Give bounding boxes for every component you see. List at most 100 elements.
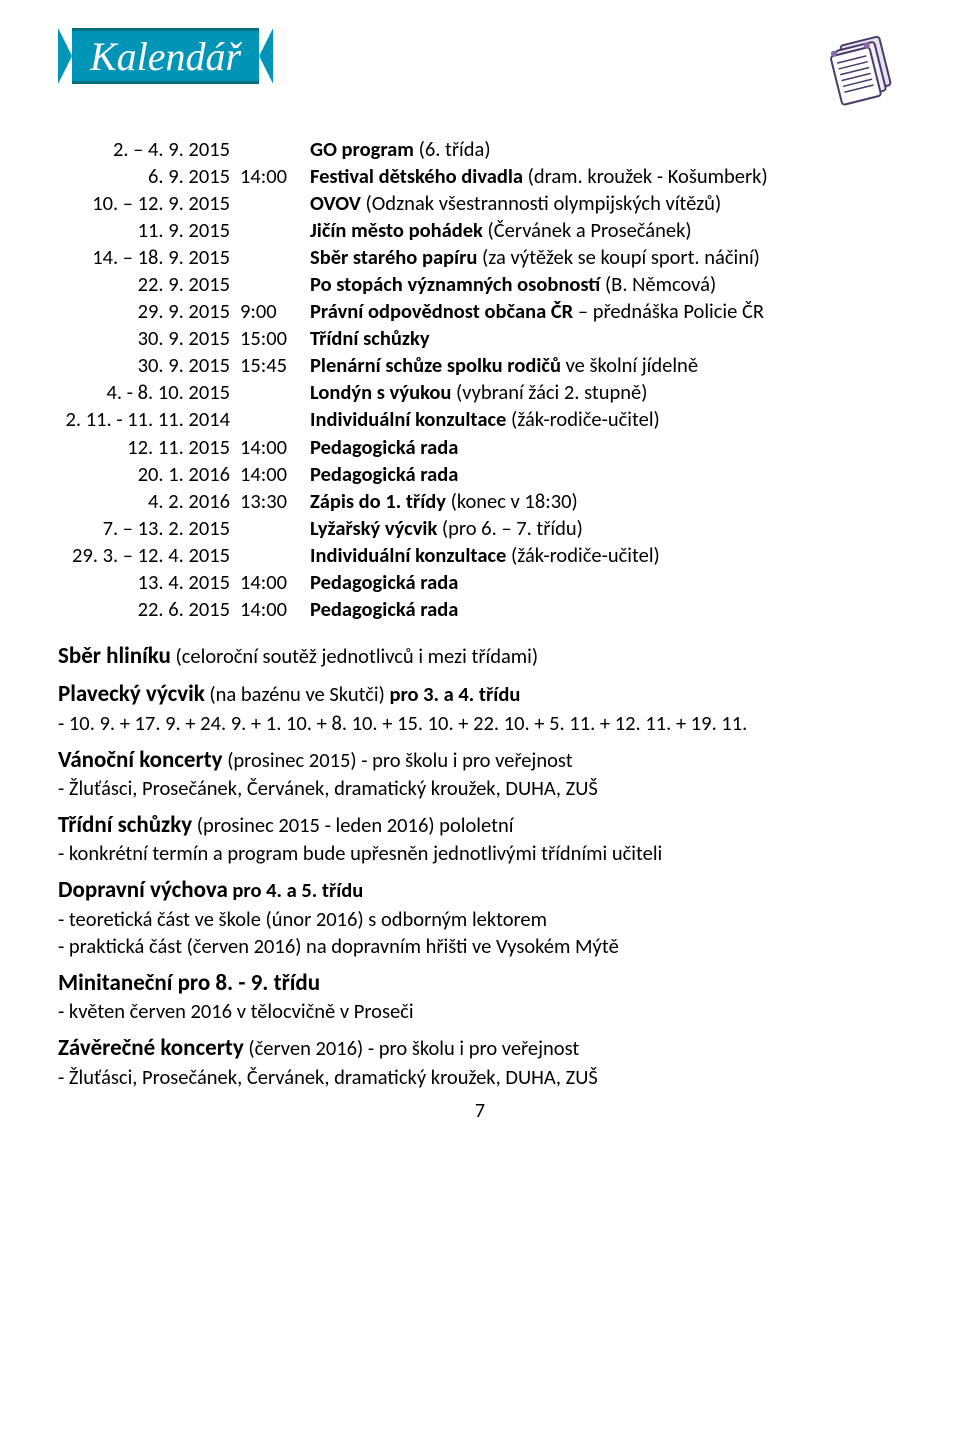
note-vanocni: Vánoční koncerty (prosinec 2015) - pro š… xyxy=(58,745,902,802)
schedule-desc-post: – přednáška Policie ČR xyxy=(573,298,764,324)
schedule-desc: Individuální konzultace (žák-rodiče-učit… xyxy=(306,542,902,569)
schedule-row: 2. – 4. 9. 2015 GO program (6. třída) xyxy=(58,136,902,163)
note-dopravni: Dopravní výchova pro 4. a 5. třídu - teo… xyxy=(58,875,902,959)
schedule-row: 4. - 8. 10. 2015 Londýn s výukou (vybraní… xyxy=(58,379,902,406)
note-line: - květen červen 2016 v tělocvičně v Pros… xyxy=(58,998,902,1025)
banner-edge-left xyxy=(58,28,72,84)
schedule-desc-post: (Odznak všestrannosti olympijských vítěz… xyxy=(361,190,721,216)
note-line: - 10. 9. + 17. 9. + 24. 9. + 1. 10. + 8.… xyxy=(58,710,902,737)
note-title: Minitaneční pro 8. - 9. třídu xyxy=(58,969,320,997)
schedule-date: 10. – 12. 9. 2015 xyxy=(58,190,230,217)
note-title: Sběr hliníku xyxy=(58,642,171,670)
schedule-time xyxy=(230,244,306,271)
schedule-time: 14:00 xyxy=(230,434,306,461)
schedule-time: 14:00 xyxy=(230,569,306,596)
schedule-desc: OVOV (Odznak všestrannosti olympijských … xyxy=(306,190,902,217)
schedule-desc-post: (Červánek a Prosečánek) xyxy=(483,217,692,243)
schedule-desc: Zápis do 1. třídy (konec v 18:30) xyxy=(306,488,902,515)
note-title: Závěrečné koncerty xyxy=(58,1034,244,1062)
schedule-date: 7. – 13. 2. 2015 xyxy=(58,515,230,542)
note-zaverecne: Závěrečné koncerty (červen 2016) - pro š… xyxy=(58,1033,902,1090)
note-line: - Žluťásci, Prosečánek, Červánek, dramat… xyxy=(58,775,902,802)
schedule-desc: Lyžařský výcvik (pro 6. – 7. třídu) xyxy=(306,515,902,542)
schedule-desc-post: (žák-rodiče-učitel) xyxy=(506,542,659,568)
schedule-time xyxy=(230,542,306,569)
schedule-desc-post: (B. Němcová) xyxy=(600,271,716,297)
schedule-row: 30. 9. 201515:45Plenární schůze spolku r… xyxy=(58,352,902,379)
schedule-row: 2. 11. - 11. 11. 2014Individuální konzul… xyxy=(58,406,902,433)
schedule-date: 22. 6. 2015 xyxy=(58,596,230,623)
schedule-row: 10. – 12. 9. 2015 OVOV (Odznak všestranno… xyxy=(58,190,902,217)
schedule-date: 13. 4. 2015 xyxy=(58,569,230,596)
schedule-row: 30. 9. 201515:00Třídní schůzky xyxy=(58,325,902,352)
note-plavecky: Plavecký výcvik (na bazénu ve Skutči) pr… xyxy=(58,679,902,736)
schedule-desc: Třídní schůzky xyxy=(306,325,902,352)
banner: Kalendář xyxy=(58,28,273,84)
schedule-desc-bold: Londýn s výukou xyxy=(310,379,451,405)
page: Kalendář 2. – 4. 9. xyxy=(0,0,960,1143)
schedule-desc-bold: Lyžařský výcvik xyxy=(310,515,437,541)
schedule-date: 2. – 4. 9. 2015 xyxy=(58,136,230,163)
note-title: Plavecký výcvik xyxy=(58,680,205,708)
schedule-desc-post: (6. třída) xyxy=(414,136,491,162)
schedule-desc-post: (vybraní žáci 2. stupně) xyxy=(451,379,647,405)
schedule-desc: Londýn s výukou (vybraní žáci 2. stupně) xyxy=(306,379,902,406)
schedule-time: 15:00 xyxy=(230,325,306,352)
schedule-desc: GO program (6. třída) xyxy=(306,136,902,163)
schedule-time xyxy=(230,271,306,298)
schedule-row: 6. 9. 201514:00Festival dětského divadla… xyxy=(58,163,902,190)
note-text: (červen 2016) - pro školu i pro veřejnos… xyxy=(244,1035,580,1061)
schedule-row: 7. – 13. 2. 2015 Lyžařský výcvik (pro 6. … xyxy=(58,515,902,542)
schedule-date: 29. 3. – 12. 4. 2015 xyxy=(58,542,230,569)
schedule-desc-bold: Individuální konzultace xyxy=(310,542,506,568)
schedule-time xyxy=(230,406,306,433)
schedule-time xyxy=(230,190,306,217)
schedule-row: 11. 9. 2015Jičín město pohádek (Červánek… xyxy=(58,217,902,244)
note-line: - Žluťásci, Prosečánek, Červánek, dramat… xyxy=(58,1064,902,1091)
schedule-time: 14:00 xyxy=(230,163,306,190)
schedule-desc-bold: Pedagogická rada xyxy=(310,461,458,487)
schedule-desc: Po stopách významných osobností (B. Němc… xyxy=(306,271,902,298)
note-title: Vánoční koncerty xyxy=(58,746,223,774)
schedule-desc-bold: Po stopách významných osobností xyxy=(310,271,600,297)
schedule-desc-post: (pro 6. – 7. třídu) xyxy=(437,515,583,541)
schedule-desc-bold: Pedagogická rada xyxy=(310,596,458,622)
schedule-date: 14. – 18. 9. 2015 xyxy=(58,244,230,271)
schedule-date: 4. 2. 2016 xyxy=(58,488,230,515)
schedule-desc-post: (dram. kroužek - Košumberk) xyxy=(523,163,768,189)
schedule-row: 22. 6. 201514:00Pedagogická rada xyxy=(58,596,902,623)
schedule-desc-bold: Individuální konzultace xyxy=(310,406,506,432)
notes-section: Sběr hliníku (celoroční soutěž jednotliv… xyxy=(58,641,902,1091)
schedule-desc-post: (žák-rodiče-učitel) xyxy=(506,406,659,432)
schedule-time: 9:00 xyxy=(230,298,306,325)
schedule-row: 20. 1. 201614:00Pedagogická rada xyxy=(58,461,902,488)
schedule-date: 4. - 8. 10. 2015 xyxy=(58,379,230,406)
schedule-row: 4. 2. 201613:30Zápis do 1. třídy (konec … xyxy=(58,488,902,515)
schedule-desc: Jičín město pohádek (Červánek a Prosečán… xyxy=(306,217,902,244)
schedule-desc-bold: GO program xyxy=(310,136,414,162)
schedule-desc-bold: Právní odpovědnost občana ČR xyxy=(310,298,573,324)
banner-title: Kalendář xyxy=(72,28,259,84)
note-text: (na bazénu ve Skutči) xyxy=(205,681,390,707)
note-text: (prosinec 2015) - pro školu i pro veřejn… xyxy=(223,747,573,773)
page-number: 7 xyxy=(58,1099,902,1123)
note-title: Dopravní výchova xyxy=(58,876,228,904)
schedule-time: 15:45 xyxy=(230,352,306,379)
schedule-row: 29. 9. 20159:00Právní odpovědnost občana… xyxy=(58,298,902,325)
note-subtitle: pro 4. a 5. třídu xyxy=(228,877,364,903)
note-minitanecni: Minitaneční pro 8. - 9. třídu - květen č… xyxy=(58,968,902,1025)
schedule-desc: Pedagogická rada xyxy=(306,461,902,488)
schedule-time xyxy=(230,136,306,163)
schedule-list: 2. – 4. 9. 2015 GO program (6. třída)6. 9… xyxy=(58,136,902,623)
schedule-row: 14. – 18. 9. 2015Sběr starého papíru (za… xyxy=(58,244,902,271)
schedule-date: 12. 11. 2015 xyxy=(58,434,230,461)
schedule-desc-bold: Sběr starého papíru xyxy=(310,244,477,270)
schedule-desc: Pedagogická rada xyxy=(306,434,902,461)
schedule-date: 30. 9. 2015 xyxy=(58,325,230,352)
schedule-desc-bold: Pedagogická rada xyxy=(310,569,458,595)
schedule-desc-bold: Jičín město pohádek xyxy=(310,217,483,243)
header: Kalendář xyxy=(58,28,902,108)
banner-edge-right xyxy=(259,28,273,84)
schedule-row: 12. 11. 201514:00Pedagogická rada xyxy=(58,434,902,461)
schedule-time: 14:00 xyxy=(230,596,306,623)
